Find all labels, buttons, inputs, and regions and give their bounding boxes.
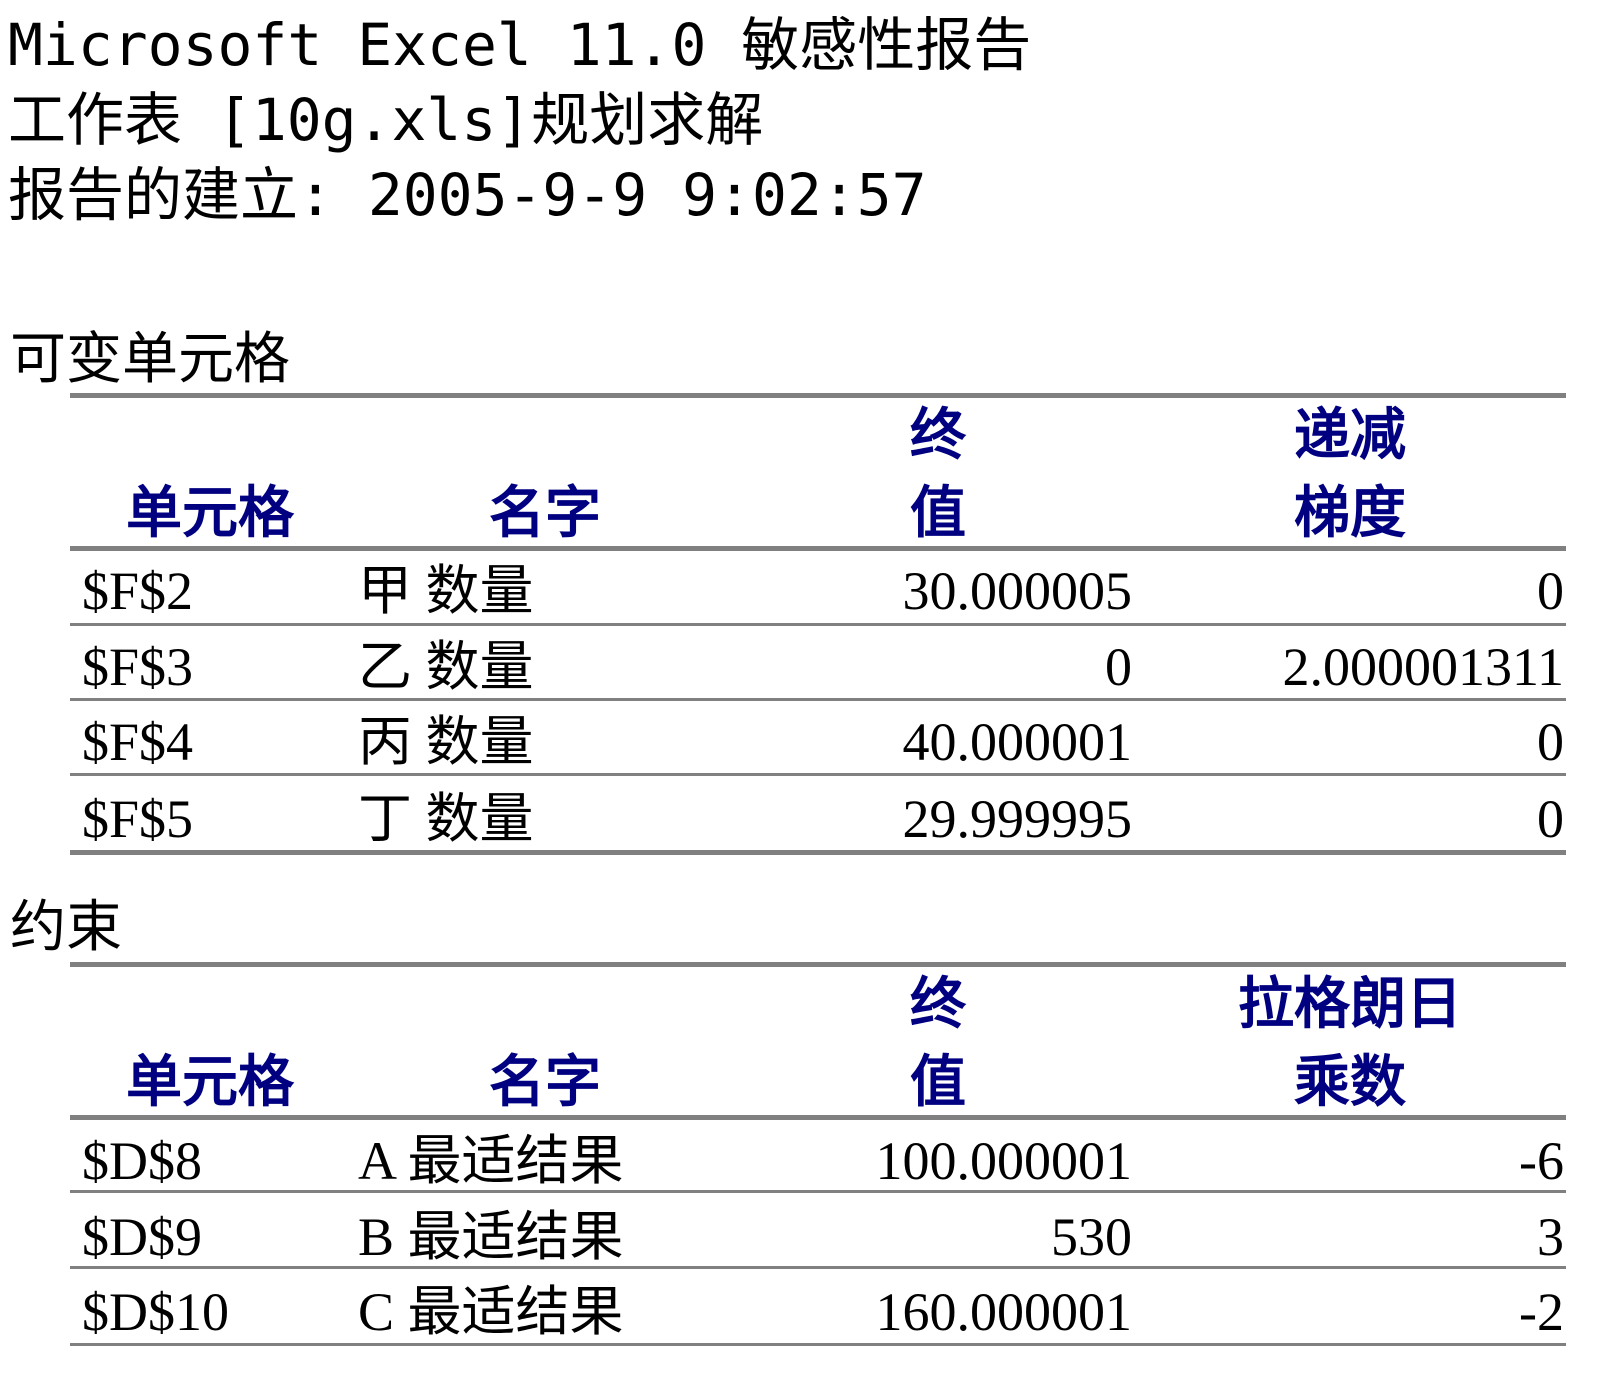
col-header-final-value-2: 值: [910, 1050, 966, 1115]
reduced-gradient: 0: [1537, 561, 1564, 621]
final-value: 0: [1105, 637, 1132, 697]
cell-name: 甲 数量: [358, 561, 534, 621]
divider: [70, 546, 1566, 551]
col-header-name: 名字: [489, 481, 601, 546]
divider: [70, 962, 1566, 967]
row-divider: [70, 1266, 1566, 1269]
cell-name: A 最适结果: [358, 1131, 624, 1191]
row-divider: [70, 698, 1566, 701]
row-divider: [70, 623, 1566, 626]
lagrange-multiplier: -2: [1519, 1282, 1564, 1342]
row-divider: [70, 773, 1566, 776]
cell-ref: $D$9: [82, 1207, 202, 1267]
cell-ref: $F$4: [82, 712, 194, 772]
cell-ref: $D$10: [82, 1282, 229, 1342]
lagrange-multiplier: 3: [1537, 1207, 1564, 1267]
divider: [70, 1115, 1566, 1120]
reduced-gradient: 0: [1537, 789, 1564, 849]
report-title: Microsoft Excel 11.0 敏感性报告: [8, 11, 1032, 79]
cell-ref: $F$3: [82, 637, 194, 697]
col-header-final-value-2: 值: [910, 481, 966, 546]
divider: [70, 850, 1566, 855]
row-divider: [70, 1343, 1566, 1346]
cell-name: B 最适结果: [358, 1207, 624, 1267]
final-value: 160.000001: [875, 1282, 1133, 1342]
cell-ref: $F$5: [82, 789, 194, 849]
col-header-lagrange-1: 拉格朗日: [1238, 972, 1462, 1037]
cell-name: 丙 数量: [358, 712, 534, 772]
col-header-name: 名字: [489, 1050, 601, 1115]
col-header-reduced-gradient-1: 递减: [1294, 403, 1406, 468]
final-value: 29.999995: [902, 789, 1133, 849]
section-title-constraints: 约束: [10, 895, 122, 960]
col-header-reduced-gradient-2: 梯度: [1294, 481, 1406, 546]
col-header-final-value-1: 终: [910, 972, 966, 1037]
lagrange-multiplier: -6: [1519, 1131, 1564, 1191]
col-header-cell: 单元格: [126, 1050, 294, 1115]
final-value: 40.000001: [902, 712, 1133, 772]
final-value: 530: [1051, 1207, 1132, 1267]
final-value: 100.000001: [875, 1131, 1133, 1191]
worksheet-label: 工作表 [10g.xls]规划求解: [8, 86, 764, 154]
final-value: 30.000005: [902, 561, 1133, 621]
col-header-lagrange-2: 乘数: [1294, 1050, 1406, 1115]
reduced-gradient: 2.000001311: [1282, 637, 1565, 697]
section-title-variable-cells: 可变单元格: [10, 327, 290, 392]
cell-name: C 最适结果: [358, 1282, 624, 1342]
cell-name: 乙 数量: [358, 637, 534, 697]
col-header-final-value-1: 终: [910, 403, 966, 468]
row-divider: [70, 1190, 1566, 1193]
cell-ref: $F$2: [82, 561, 194, 621]
divider: [70, 393, 1566, 398]
cell-ref: $D$8: [82, 1131, 202, 1191]
cell-name: 丁 数量: [358, 789, 534, 849]
created-label: 报告的建立: 2005-9-9 9:02:57: [8, 161, 927, 229]
col-header-cell: 单元格: [126, 481, 294, 546]
reduced-gradient: 0: [1537, 712, 1564, 772]
